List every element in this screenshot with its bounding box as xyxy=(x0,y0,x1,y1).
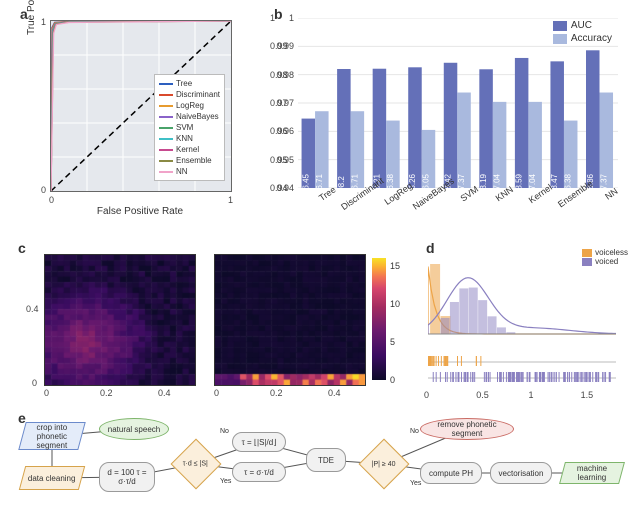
roc-legend: TreeDiscriminantLogRegNaiveBayesSVMKNNKe… xyxy=(154,74,225,181)
panel-a-roc: TreeDiscriminantLogRegNaiveBayesSVMKNNKe… xyxy=(28,14,246,212)
flow-cond1: τ·d ≤ |S| xyxy=(171,439,222,490)
d-xtick: 1 xyxy=(528,390,533,400)
c-xtick0b: 0 xyxy=(214,388,219,398)
bar-legend: AUC Accuracy xyxy=(553,20,612,46)
legend-row: Kernel xyxy=(159,144,220,155)
cbar-tick: 15 xyxy=(390,261,400,271)
bar-ytick: 0.95 xyxy=(270,155,288,165)
c-xtick2b: 0.4 xyxy=(328,388,341,398)
dist-svg xyxy=(428,254,616,344)
roc-plot-area: TreeDiscriminantLogRegNaiveBayesSVMKNNKe… xyxy=(50,20,232,192)
figure: { "labels":{"a":"a","b":"b","c":"c","d":… xyxy=(0,0,640,526)
panel-e-flow: crop into phonetic segmentnatural speech… xyxy=(22,418,622,518)
legend-row: Tree xyxy=(159,78,220,89)
bar-ytick: 0.97 xyxy=(270,98,288,108)
svg-text:96.38: 96.38 xyxy=(386,173,395,188)
bar-ytick: 1 xyxy=(289,13,294,23)
svg-text:97.04: 97.04 xyxy=(528,173,537,188)
c-ytick0: 0 xyxy=(32,378,37,388)
flow-tau1: τ = ⌊|S|/d⌋ xyxy=(232,432,286,452)
xtick1: 1 xyxy=(228,195,233,205)
cbar-tick: 10 xyxy=(390,299,400,309)
roc-ylabel: True Positive Rate xyxy=(26,0,37,79)
svg-text:96.45: 96.45 xyxy=(301,173,310,188)
panel-d-dist: voicelessvoiced 00.511.5 xyxy=(428,248,628,398)
edge-label: No xyxy=(410,428,419,435)
flow-crop: crop into phonetic segment xyxy=(18,422,86,450)
flow-ph: compute PH xyxy=(420,462,482,484)
dist-legend: voicelessvoiced xyxy=(582,248,628,266)
svg-text:96.38: 96.38 xyxy=(564,173,573,188)
cbar-tick: 5 xyxy=(390,337,395,347)
bar-ytick: 0.99 xyxy=(270,41,288,51)
flow-cond2: |P| ≥ 40 xyxy=(359,439,410,490)
flow-clean: data cleaning xyxy=(19,466,85,490)
legend-row: voiceless xyxy=(582,248,628,257)
flow-speech: natural speech xyxy=(99,418,169,440)
panel-c-heatmaps: 0 0.4 0 0.2 0.4 0 0.2 0.4 0 5 10 15 xyxy=(22,248,414,398)
flow-d100: d = 100 τ = σ·τ/d xyxy=(99,462,155,492)
c-xtick1: 0.2 xyxy=(100,388,113,398)
c-ytick1: 0.4 xyxy=(26,304,39,314)
c-xtick0: 0 xyxy=(44,388,49,398)
edge-label: Yes xyxy=(220,478,231,485)
xtick0: 0 xyxy=(49,195,54,205)
legend-row: Ensemble xyxy=(159,155,220,166)
flow-tde: TDE xyxy=(306,448,346,472)
bar-ytick: 0.96 xyxy=(270,126,288,136)
ytick0: 0 xyxy=(41,185,46,195)
svg-text:96.05: 96.05 xyxy=(421,173,430,188)
edge-label: Yes xyxy=(410,480,421,487)
svg-text:96.71: 96.71 xyxy=(315,173,324,188)
bar-ytick: 0.94 xyxy=(270,183,288,193)
legend-row: KNN xyxy=(159,133,220,144)
ytick1: 1 xyxy=(41,17,46,27)
colorbar xyxy=(372,258,386,380)
legend-row: NN xyxy=(159,166,220,177)
legend-row: Accuracy xyxy=(553,33,612,44)
legend-row: NaiveBayes xyxy=(159,111,220,122)
bar-ytick: 1 xyxy=(270,13,275,23)
legend-row: Discriminant xyxy=(159,89,220,100)
heatmap-right xyxy=(214,254,366,386)
flow-tau2: τ = σ·τ/d xyxy=(232,462,286,482)
roc-xlabel: False Positive Rate xyxy=(50,206,230,226)
heatmap-left xyxy=(44,254,196,386)
c-xtick1b: 0.2 xyxy=(270,388,283,398)
c-xtick2: 0.4 xyxy=(158,388,171,398)
legend-row: AUC xyxy=(553,20,612,31)
bar-ytick: 0.98 xyxy=(270,70,288,80)
flow-remove: remove phonetic segment xyxy=(420,418,514,440)
svg-text:97.37: 97.37 xyxy=(599,173,608,188)
cbar-tick: 0 xyxy=(390,375,395,385)
svg-text:97.04: 97.04 xyxy=(493,173,502,188)
d-xtick: 1.5 xyxy=(581,390,594,400)
legend-row: voiced xyxy=(582,257,628,266)
legend-row: SVM xyxy=(159,122,220,133)
legend-row: LogReg xyxy=(159,100,220,111)
edge-label: No xyxy=(220,428,229,435)
d-xtick: 0.5 xyxy=(476,390,489,400)
d-xtick: 0 xyxy=(424,390,429,400)
bar-plot: 96.4596.7198.296.7198.2196.3898.2696.059… xyxy=(298,18,618,188)
rug-svg xyxy=(428,352,616,388)
svg-text:97.37: 97.37 xyxy=(457,173,466,188)
panel-b-bars: 96.4596.7198.296.7198.2196.3898.2696.059… xyxy=(276,10,626,238)
svg-text:96.71: 96.71 xyxy=(350,173,359,188)
flow-ml: machine learning xyxy=(559,462,625,484)
flow-vec: vectorisation xyxy=(490,462,552,484)
